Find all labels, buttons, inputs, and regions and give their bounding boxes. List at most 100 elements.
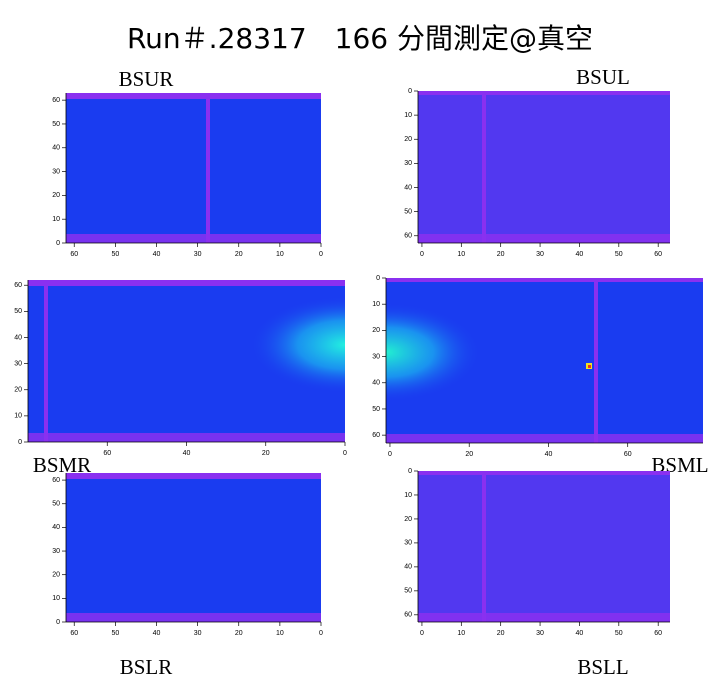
heatmap-glow bbox=[28, 280, 345, 442]
x-tick-label: 10 bbox=[457, 630, 465, 637]
y-tick-label: 20 bbox=[372, 327, 380, 334]
x-tick-label: 20 bbox=[497, 251, 505, 258]
page-title: Run＃.28317 166 分間測定@真空 bbox=[127, 22, 593, 55]
x-tick-label: 20 bbox=[235, 251, 243, 258]
y-tick-label: 40 bbox=[14, 334, 22, 341]
panel-label: BSLL bbox=[577, 655, 628, 678]
x-tick-label: 0 bbox=[388, 451, 392, 458]
y-tick-label: 0 bbox=[18, 439, 22, 446]
x-tick-label: 20 bbox=[497, 630, 505, 637]
x-tick-label: 20 bbox=[235, 630, 243, 637]
y-tick-label: 20 bbox=[14, 387, 22, 394]
y-tick-label: 20 bbox=[404, 136, 412, 143]
y-tick-label: 30 bbox=[52, 168, 60, 175]
y-tick-label: 60 bbox=[52, 97, 60, 104]
y-tick-label: 10 bbox=[52, 216, 60, 223]
x-tick-label: 30 bbox=[536, 630, 544, 637]
hot-pixel bbox=[588, 365, 591, 368]
x-tick-label: 40 bbox=[545, 451, 553, 458]
y-tick-label: 40 bbox=[404, 184, 412, 191]
y-tick-label: 40 bbox=[404, 564, 412, 571]
x-tick-label: 0 bbox=[420, 251, 424, 258]
x-tick-label: 60 bbox=[654, 630, 662, 637]
y-tick-label: 30 bbox=[404, 160, 412, 167]
y-tick-label: 40 bbox=[52, 524, 60, 531]
y-tick-label: 30 bbox=[14, 360, 22, 367]
edge-band bbox=[66, 93, 321, 99]
dead-strip bbox=[206, 93, 210, 243]
y-tick-label: 20 bbox=[52, 572, 60, 579]
y-tick-label: 40 bbox=[52, 145, 60, 152]
x-tick-label: 50 bbox=[615, 251, 623, 258]
x-tick-label: 40 bbox=[153, 630, 161, 637]
y-tick-label: 60 bbox=[372, 432, 380, 439]
x-tick-label: 0 bbox=[420, 630, 424, 637]
x-tick-label: 60 bbox=[624, 451, 632, 458]
dead-strip bbox=[482, 91, 486, 243]
y-tick-label: 0 bbox=[56, 619, 60, 626]
x-tick-label: 30 bbox=[536, 251, 544, 258]
y-tick-label: 60 bbox=[404, 233, 412, 240]
y-tick-label: 30 bbox=[52, 548, 60, 555]
y-tick-label: 50 bbox=[14, 308, 22, 315]
panel-label: BSUL bbox=[576, 65, 630, 89]
x-tick-label: 50 bbox=[615, 630, 623, 637]
edge-band bbox=[386, 278, 703, 282]
edge-band bbox=[66, 473, 321, 479]
edge-band bbox=[28, 433, 345, 442]
dead-strip bbox=[44, 280, 48, 442]
x-tick-label: 40 bbox=[183, 450, 191, 457]
x-tick-label: 60 bbox=[654, 251, 662, 258]
edge-band bbox=[66, 234, 321, 243]
panel-label: BSUR bbox=[119, 67, 174, 91]
y-tick-label: 60 bbox=[404, 612, 412, 619]
y-tick-label: 40 bbox=[372, 380, 380, 387]
y-tick-label: 50 bbox=[372, 406, 380, 413]
y-tick-label: 60 bbox=[52, 477, 60, 484]
panel-label: BSLR bbox=[120, 655, 173, 678]
heatmap-background bbox=[418, 471, 670, 622]
heatmap-glow bbox=[386, 278, 703, 443]
edge-band bbox=[66, 613, 321, 622]
x-tick-label: 50 bbox=[111, 251, 119, 258]
dead-strip bbox=[594, 278, 598, 443]
edge-band bbox=[418, 234, 670, 243]
x-tick-label: 10 bbox=[276, 630, 284, 637]
x-tick-label: 30 bbox=[194, 251, 202, 258]
y-tick-label: 50 bbox=[52, 121, 60, 128]
edge-band bbox=[386, 434, 703, 443]
x-tick-label: 10 bbox=[276, 251, 284, 258]
y-tick-label: 0 bbox=[376, 275, 380, 282]
x-tick-label: 40 bbox=[576, 251, 584, 258]
dead-strip bbox=[482, 471, 486, 622]
y-tick-label: 60 bbox=[14, 282, 22, 289]
heatmap-background bbox=[418, 91, 670, 243]
y-tick-label: 20 bbox=[52, 192, 60, 199]
x-tick-label: 60 bbox=[103, 450, 111, 457]
y-tick-label: 30 bbox=[372, 353, 380, 360]
y-tick-label: 10 bbox=[404, 492, 412, 499]
y-tick-label: 10 bbox=[14, 413, 22, 420]
heatmap-background bbox=[66, 473, 321, 622]
x-tick-label: 40 bbox=[576, 630, 584, 637]
x-tick-label: 20 bbox=[262, 450, 270, 457]
x-tick-label: 10 bbox=[457, 251, 465, 258]
heatmap-background bbox=[66, 93, 321, 243]
y-tick-label: 30 bbox=[404, 540, 412, 547]
y-tick-label: 10 bbox=[52, 595, 60, 602]
y-tick-label: 50 bbox=[52, 501, 60, 508]
y-tick-label: 0 bbox=[408, 468, 412, 475]
y-tick-label: 10 bbox=[404, 112, 412, 119]
x-tick-label: 0 bbox=[319, 630, 323, 637]
y-tick-label: 20 bbox=[404, 516, 412, 523]
y-tick-label: 0 bbox=[408, 88, 412, 95]
edge-band bbox=[418, 471, 670, 475]
x-tick-label: 50 bbox=[111, 630, 119, 637]
x-tick-label: 0 bbox=[343, 450, 347, 457]
x-tick-label: 0 bbox=[319, 251, 323, 258]
y-tick-label: 10 bbox=[372, 301, 380, 308]
x-tick-label: 30 bbox=[194, 630, 202, 637]
x-tick-label: 60 bbox=[70, 251, 78, 258]
x-tick-label: 20 bbox=[465, 451, 473, 458]
